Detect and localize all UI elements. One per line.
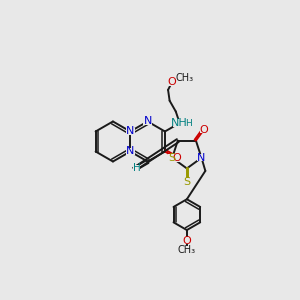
FancyBboxPatch shape: [175, 74, 192, 81]
Text: O: O: [199, 125, 208, 135]
FancyBboxPatch shape: [200, 127, 208, 134]
FancyBboxPatch shape: [178, 246, 196, 254]
FancyBboxPatch shape: [183, 237, 191, 244]
Text: N: N: [197, 153, 206, 163]
Text: S: S: [169, 153, 176, 163]
Text: N: N: [143, 116, 152, 127]
FancyBboxPatch shape: [133, 165, 140, 172]
Text: S: S: [183, 176, 190, 187]
Text: O: O: [167, 77, 176, 87]
Text: O: O: [172, 153, 181, 164]
FancyBboxPatch shape: [173, 119, 187, 127]
Text: H: H: [133, 164, 140, 173]
FancyBboxPatch shape: [168, 79, 176, 86]
Text: N: N: [126, 146, 134, 157]
FancyBboxPatch shape: [143, 118, 152, 125]
Text: CH₃: CH₃: [178, 245, 196, 255]
Text: O: O: [182, 236, 191, 246]
Text: N: N: [126, 127, 134, 136]
Text: H: H: [185, 119, 191, 128]
Text: NH: NH: [171, 118, 188, 128]
FancyBboxPatch shape: [126, 148, 135, 155]
FancyBboxPatch shape: [168, 154, 176, 161]
FancyBboxPatch shape: [197, 154, 206, 161]
Text: CH₃: CH₃: [176, 73, 194, 82]
FancyBboxPatch shape: [126, 128, 135, 135]
FancyBboxPatch shape: [183, 178, 191, 185]
FancyBboxPatch shape: [172, 154, 182, 162]
